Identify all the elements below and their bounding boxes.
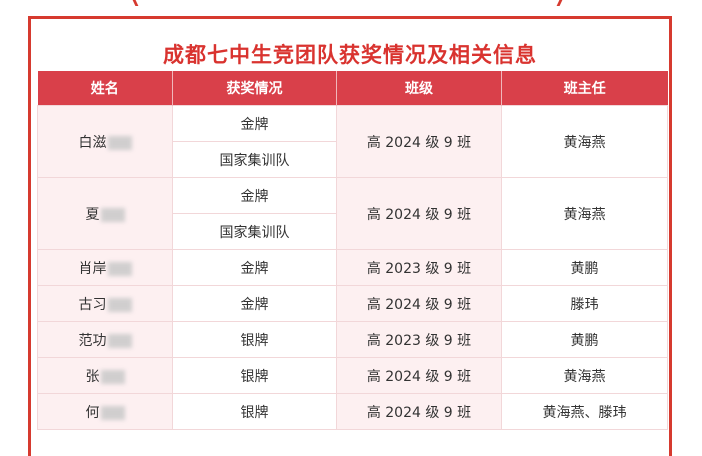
class-cell: 高 2024 级 9 班	[336, 357, 502, 394]
name-redaction	[100, 405, 125, 420]
table-row: 何 银牌高 2024 级 9 班黄海燕、滕玮	[37, 393, 668, 430]
award-cell: 金牌	[172, 285, 337, 322]
student-name: 古习	[78, 296, 107, 313]
student-name: 白滋	[78, 134, 107, 151]
student-name-cell: 张	[37, 357, 173, 394]
student-name: 肖岸	[78, 260, 107, 277]
class-cell: 高 2024 级 9 班	[336, 393, 502, 430]
student-name: 何	[85, 404, 100, 421]
student-name-cell: 肖岸	[37, 249, 173, 286]
teacher-cell: 黄鹏	[501, 321, 668, 358]
table-row: 范功 银牌高 2023 级 9 班黄鹏	[37, 321, 668, 358]
header-teacher: 班主任	[501, 71, 668, 106]
decor-line-left	[122, 0, 139, 6]
teacher-cell: 黄海燕	[501, 177, 668, 250]
class-cell: 高 2023 级 9 班	[336, 249, 502, 286]
award-cell: 金牌	[172, 249, 337, 286]
award-table: 姓名 获奖情况 班级 班主任 白滋 金牌高 2024 级 9 班黄海燕 国家集训队夏…	[37, 71, 668, 430]
class-cell: 高 2024 级 9 班	[336, 105, 502, 178]
name-redaction	[107, 261, 132, 276]
student-name: 张	[85, 368, 100, 385]
table-row: 夏 金牌高 2024 级 9 班黄海燕	[37, 177, 668, 250]
class-cell: 高 2024 级 9 班	[336, 177, 502, 250]
student-name: 夏	[85, 206, 100, 223]
teacher-cell: 黄鹏	[501, 249, 668, 286]
table-row: 国家集训队	[38, 141, 668, 178]
student-name-cell: 夏	[37, 177, 173, 250]
teacher-cell: 滕玮	[501, 285, 668, 322]
name-redaction	[100, 369, 125, 384]
student-name-cell: 范功	[37, 321, 173, 358]
student-name-cell: 古习	[37, 285, 173, 322]
header-name: 姓名	[37, 71, 173, 106]
award-cell: 银牌	[172, 357, 337, 394]
class-cell: 高 2024 级 9 班	[336, 285, 502, 322]
student-name-cell: 白滋	[37, 105, 173, 178]
name-redaction	[107, 297, 132, 312]
table-row: 肖岸 金牌高 2023 级 9 班黄鹏	[37, 249, 668, 286]
award-cell: 银牌	[172, 393, 337, 430]
page-title: 成都七中生竞团队获奖情况及相关信息	[163, 43, 537, 67]
award-cell: 金牌	[172, 105, 337, 142]
table-header-row: 姓名 获奖情况 班级 班主任	[37, 71, 668, 106]
teacher-cell: 黄海燕	[501, 105, 668, 178]
teacher-cell: 黄海燕、滕玮	[501, 393, 668, 430]
table-row: 国家集训队	[38, 213, 668, 250]
award-cell: 国家集训队	[172, 141, 337, 178]
decor-line-right	[556, 0, 573, 6]
teacher-cell: 黄海燕	[501, 357, 668, 394]
student-name-cell: 何	[37, 393, 173, 430]
header-award: 获奖情况	[172, 71, 337, 106]
table-row: 张 银牌高 2024 级 9 班黄海燕	[37, 357, 668, 394]
student-name: 范功	[78, 332, 107, 349]
table-row: 古习 金牌高 2024 级 9 班滕玮	[37, 285, 668, 322]
name-redaction	[107, 135, 132, 150]
award-cell: 金牌	[172, 177, 337, 214]
header-class: 班级	[336, 71, 502, 106]
award-cell: 银牌	[172, 321, 337, 358]
award-card: 成都七中生竞团队获奖情况及相关信息 姓名 获奖情况 班级 班主任 白滋 金牌高 2…	[28, 16, 672, 456]
award-cell: 国家集训队	[172, 213, 337, 250]
table-row: 白滋 金牌高 2024 级 9 班黄海燕	[37, 105, 668, 178]
name-redaction	[100, 207, 125, 222]
name-redaction	[107, 333, 132, 348]
class-cell: 高 2023 级 9 班	[336, 321, 502, 358]
